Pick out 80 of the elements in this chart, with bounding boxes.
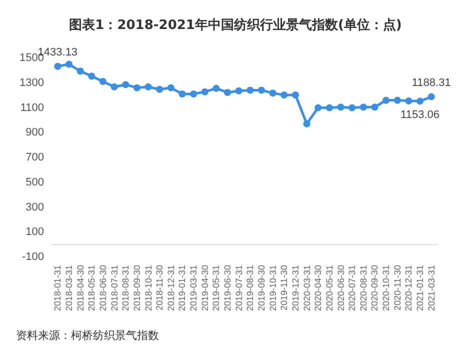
point [88,72,96,80]
x-tick-label: 2018-09-30 [132,265,142,312]
point [144,83,152,90]
x-tick-label: 2020-07-31 [347,265,358,312]
y-tick-label: 1100 [20,102,44,114]
x-tick-label: 2019-08-31 [245,265,256,312]
point [167,84,174,92]
x-tick-label: 2020-05-31 [324,265,334,312]
text: 资料来源：柯桥纺织景气指数 [16,329,159,342]
x-tick-label: 2020-12-31 [404,265,414,312]
y-tick-label: -100 [22,251,44,263]
x-tick-label: 2019-06-30 [222,265,233,312]
point [360,104,367,111]
x-tick-label: 2018-04-30 [75,265,86,312]
point [212,84,220,92]
y-tick-label: 900 [26,126,44,139]
point [190,90,198,98]
y-tick-label: 1300 [20,76,44,89]
x-tick-label: 2019-07-31 [234,265,244,312]
point [156,86,164,93]
point [99,78,106,86]
y-tick-label: 100 [26,226,44,238]
point [201,88,208,96]
x-tick-label: 2020-10-31 [381,265,392,312]
point [292,91,299,98]
x-tick-label: 2021-03-31 [426,265,436,312]
x-tick-label: 2019-12-31 [290,265,300,312]
x-tick-label: 2021-01-31 [415,265,426,312]
point [371,104,378,111]
point [416,98,424,105]
x-tick-label: 2018-01-31 [52,265,63,312]
x-tick-label: 2019-04-30 [200,265,210,312]
x-tick-label: 2018-06-30 [98,265,108,312]
chart-title: 图表1：2018-2021年中国纺织行业景气指数(单位：点) [69,17,402,33]
x-tick-label: 2019-09-30 [256,265,266,312]
x-tick-label: 2018-05-31 [86,265,97,312]
x-tick-label: 2018-11-30 [154,265,165,310]
point [326,104,333,112]
x-tick-label: 2020-08-31 [358,265,368,312]
point [258,86,265,94]
data-label: 1153.06 [400,109,440,122]
x-tick-label: 2019-11-30 [279,265,290,310]
point [382,96,390,104]
data-label: 1188.31 [412,76,451,89]
x-tick-label: 2018-07-31 [109,265,120,312]
x-tick-label: 2018-03-31 [64,265,74,312]
point [428,93,435,100]
point [303,120,310,128]
point [269,90,276,97]
x-tick-label: 2018-10-31 [143,265,154,312]
x-tick-label: 2020-06-30 [336,265,346,312]
x-tick-label: 2019-03-31 [188,265,199,312]
point [235,87,242,94]
point [122,81,130,88]
point [337,104,344,111]
x-tick-label: 2019-10-31 [268,265,278,312]
point [405,97,412,104]
point [76,68,84,75]
point [65,60,72,68]
point [178,90,186,98]
point [314,104,322,112]
point [280,91,288,98]
x-tick-label: 2020-03-31 [302,265,312,312]
point [246,86,254,94]
x-tick-label: 2019-05-31 [211,265,222,312]
point [133,84,140,92]
x-tick-label: 2020-09-30 [370,265,380,312]
x-tick-label: 2019-01-31 [177,265,188,312]
y-tick-label: 700 [26,152,44,164]
point [110,83,118,90]
x-tick-label: 2020-11-30 [392,265,402,310]
point [54,62,62,70]
x-tick-label: 2018-08-31 [120,265,131,312]
point [394,96,401,104]
y-tick-label: 300 [26,201,44,214]
point [224,88,232,96]
point [348,104,356,112]
x-tick-label: 2018-12-31 [166,265,176,312]
y-tick-label: 500 [26,176,44,188]
x-tick-label: 2020-04-30 [313,265,324,312]
